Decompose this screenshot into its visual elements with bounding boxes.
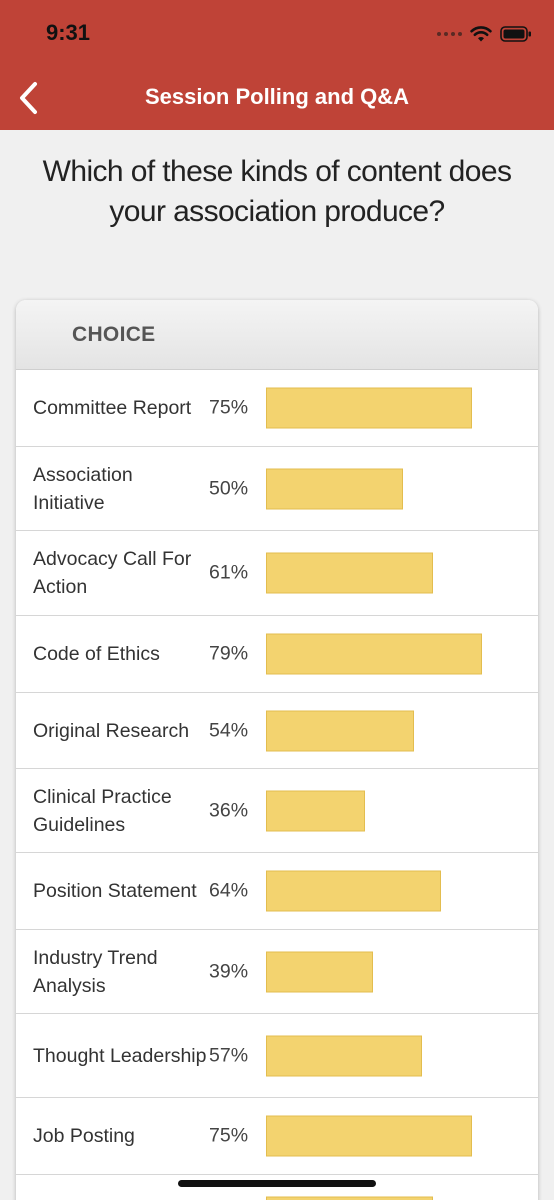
result-row: Clinical Practice Guidelines 36% <box>16 769 538 853</box>
percent-label: 39% <box>209 960 249 982</box>
percent-label: 75% <box>209 1124 249 1147</box>
percent-bar <box>266 1035 538 1076</box>
page-title: Session Polling and Q&A <box>144 84 410 109</box>
percent-bar-fill <box>266 1196 433 1200</box>
percent-bar-fill <box>266 870 441 912</box>
choice-label: Code of Ethics <box>33 643 160 665</box>
percent-bar <box>266 468 538 509</box>
choice-label: Committee Report <box>33 397 192 419</box>
results-list: Committee Report 75% Association Initiativ… <box>16 370 538 1200</box>
results-card: CHOICE Committee Report 75% Association In… <box>16 300 538 1200</box>
choice-label: Clinical Practice Guidelines <box>33 785 172 836</box>
battery-icon <box>500 26 531 42</box>
signal-icon <box>437 32 462 36</box>
status-bar: 9:31 <box>0 0 554 66</box>
percent-bar <box>266 633 538 675</box>
result-row: Industry Trend Analysis 39% <box>16 930 538 1014</box>
choice-column-header: CHOICE <box>72 322 156 346</box>
choice-label: Thought Leadership <box>33 1044 207 1067</box>
table-header: CHOICE <box>16 300 538 370</box>
percent-bar <box>266 552 538 594</box>
percent-bar <box>266 951 538 992</box>
percent-bar-fill <box>266 1035 422 1076</box>
result-row: Thought Leadership 57% <box>16 1014 538 1098</box>
percent-bar-fill <box>266 387 472 429</box>
percent-bar-fill <box>266 951 373 992</box>
result-row: Association Initiative 50% <box>16 447 538 531</box>
percent-bar-fill <box>266 710 414 751</box>
percent-label: 54% <box>209 719 249 741</box>
percent-label: 50% <box>209 477 249 499</box>
percent-bar <box>266 790 538 831</box>
choice-label: Original Research <box>33 719 190 742</box>
home-indicator <box>178 1180 376 1187</box>
percent-bar-fill <box>266 790 365 831</box>
result-row: Original Research 54% <box>16 693 538 769</box>
choice-label: Position Statement <box>33 880 197 902</box>
choice-label: Job Posting <box>33 1125 135 1147</box>
percent-bar-fill <box>266 1115 472 1157</box>
percent-bar-fill <box>266 468 403 509</box>
status-icons <box>437 22 532 46</box>
percent-label: 57% <box>209 1044 249 1066</box>
percent-label: 75% <box>209 396 249 419</box>
result-row: Position Statement 64% <box>16 853 538 930</box>
chevron-left-icon <box>20 82 37 114</box>
percent-bar <box>266 1115 538 1157</box>
poll-question: Which of these kinds of content does you… <box>42 155 512 228</box>
choice-label: Industry Trend Analysis <box>33 946 158 997</box>
percent-label: 79% <box>209 642 249 665</box>
wifi-icon <box>470 26 492 42</box>
back-button[interactable] <box>8 78 48 118</box>
percent-bar <box>266 870 538 912</box>
percent-label: 64% <box>209 879 249 902</box>
result-row: Code of Ethics 79% <box>16 616 538 693</box>
result-row: Scholarship <box>16 1175 538 1200</box>
choice-label: Association Initiative <box>33 463 133 514</box>
percent-bar-fill <box>266 633 482 675</box>
choice-label: Advocacy Call For Action <box>33 548 192 598</box>
result-row: Job Posting 75% <box>16 1098 538 1175</box>
percent-label: 61% <box>209 561 249 584</box>
result-row: Committee Report 75% <box>16 370 538 447</box>
percent-bar-fill <box>266 552 433 594</box>
percent-label: 36% <box>209 799 249 821</box>
percent-bar <box>266 710 538 751</box>
status-time: 9:31 <box>46 20 91 45</box>
result-row: Advocacy Call For Action 61% <box>16 531 538 616</box>
percent-bar <box>266 1196 538 1200</box>
percent-bar <box>266 387 538 429</box>
nav-bar: Session Polling and Q&A <box>0 66 554 130</box>
